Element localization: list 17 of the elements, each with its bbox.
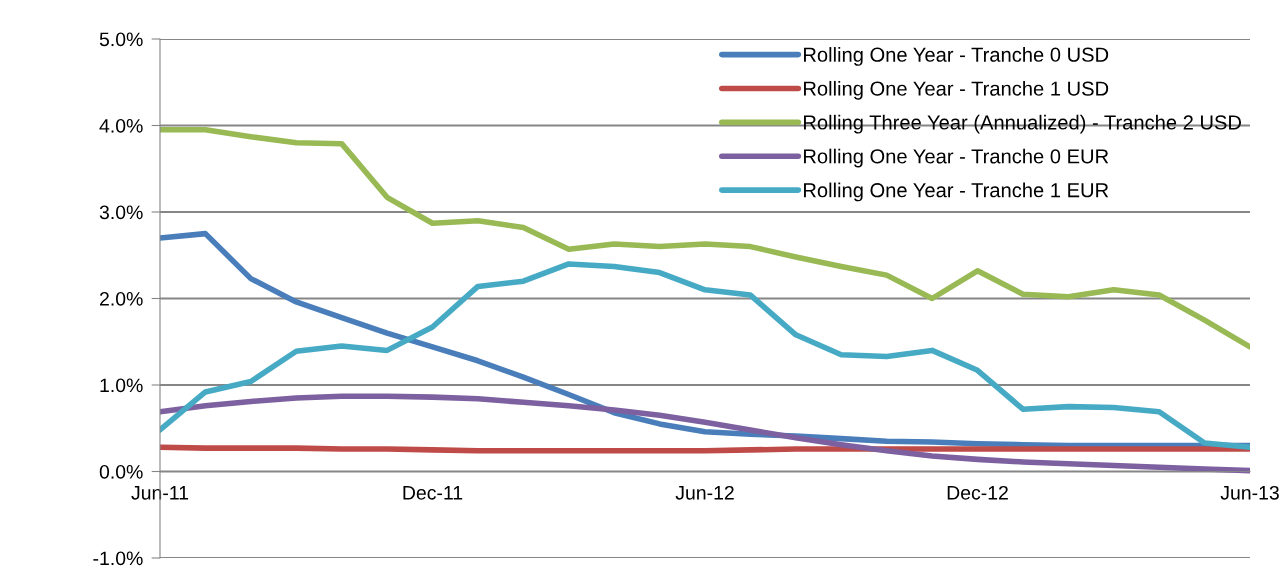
x-tick-label: Dec-12	[947, 485, 1008, 500]
x-tick-label: Jun-13	[1220, 485, 1279, 500]
legend-label: Rolling One Year - Tranche 0 EUR	[804, 148, 1109, 168]
y-tick-label: -1.0%	[93, 551, 143, 566]
y-tick-label: 4.0%	[99, 118, 143, 133]
x-tick-label: Jun-11	[131, 486, 189, 500]
legend-label: Rolling One Year - Tranche 0 USD	[804, 47, 1109, 66]
legend-label: Rolling One Year - Tranche 1 EUR	[804, 182, 1109, 202]
legend-label: Rolling One Year - Tranche 1 USD	[804, 80, 1109, 100]
y-tick-label: 0.0%	[99, 464, 143, 479]
y-tick-label: 2.0%	[99, 291, 143, 306]
legend-label: Rolling Three Year (Annualized) - Tranche 2 USD	[804, 114, 1242, 134]
y-tick-label: 3.0%	[99, 205, 143, 220]
y-tick-label: 5.0%	[99, 32, 143, 47]
y-tick-label: 1.0%	[100, 378, 143, 393]
x-tick-label: Jun-12	[675, 485, 734, 500]
x-tick-label: Dec-11	[403, 486, 463, 500]
